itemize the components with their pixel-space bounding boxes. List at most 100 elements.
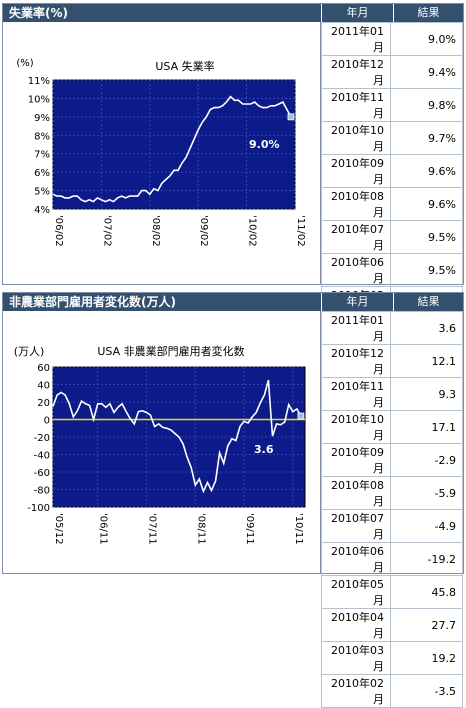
payrolls-panel: 非農業部門雇用者変化数(万人) 年月 結果 USA 非農業部門雇用者変化数 (万人… [2,292,464,708]
table-row: 2010年11月 9.8% [321,88,463,122]
table-row: 2010年03月 19.2 [321,641,463,675]
x-tick-label: '06/11 [98,513,109,545]
month-cell: 2010年07月 [321,509,391,543]
table-row: 2010年10月 9.7% [321,121,463,155]
month-cell: 2010年07月 [321,220,391,254]
x-tick-label: '08/02 [150,215,161,247]
column-header-result: 結果 [393,293,463,311]
y-tick-label: -60 [34,468,50,479]
y-tick-label: 6% [34,168,50,179]
y-tick-label: 9% [34,113,50,124]
month-cell: 2010年12月 [321,55,391,89]
table-row: 2010年07月 9.5% [321,220,463,254]
value-cell: -2.9 [390,443,463,477]
last-value-label: 3.6 [254,443,274,456]
table-row: 2010年12月 9.4% [321,55,463,89]
month-cell: 2010年05月 [321,575,391,609]
value-cell: -4.9 [390,509,463,543]
value-cell: -3.5 [390,674,463,708]
chart-area: USA 非農業部門雇用者変化数 (万人) -100 -80 -60 -40 -20 0 20 40… [3,311,321,573]
x-tick-label: '09/02 [198,215,209,247]
month-cell: 2010年11月 [321,377,391,411]
y-tick-label: 7% [34,150,50,161]
table-row: 2010年06月 9.5% [321,253,463,287]
table-row: 2010年09月 9.6% [321,154,463,188]
column-header-result: 結果 [393,4,463,22]
table-row: 2010年05月 45.8 [321,575,463,609]
table-row: 2010年07月 -4.9 [321,509,463,543]
month-cell: 2010年03月 [321,641,391,675]
chart-area: USA 失業率 (%) 4% 5% 6% 7% 8% 9% 10% 11% '06/02 '07/02… [3,22,321,284]
series-line [52,379,302,494]
last-value-marker [297,412,305,420]
x-tick-label: '10/11 [293,513,304,545]
month-cell: 2010年09月 [321,154,391,188]
month-cell: 2010年11月 [321,88,391,122]
y-tick-label: 8% [34,131,50,142]
payrolls-table: 2011年01月 3.6 2010年12月 12.1 2010年11月 9.3 2010年1… [321,311,463,708]
y-tick-label: 11% [28,76,50,87]
table-row: 2010年08月 -5.9 [321,476,463,510]
y-tick-label: 4% [34,205,50,216]
payrolls-chart: USA 非農業部門雇用者変化数 (万人) -100 -80 -60 -40 -20 0 20 40… [14,344,306,545]
y-axis-label: (%) [16,58,33,69]
month-cell: 2010年10月 [321,410,391,444]
table-row: 2010年02月 -3.5 [321,674,463,708]
unemployment-panel: 失業率(%) 年月 結果 USA 失業率 (%) 4% 5% 6% 7% 8% 9% 10% 11… [2,3,464,419]
x-tick-label: '11/02 [295,215,306,247]
x-tick-label: '06/02 [53,215,64,247]
table-row: 2010年06月 -19.2 [321,542,463,576]
table-row: 2010年10月 17.1 [321,410,463,444]
value-cell: 9.5% [390,220,463,254]
chart-title: USA 非農業部門雇用者変化数 [97,344,244,358]
value-cell: -19.2 [390,542,463,576]
y-tick-label: -80 [34,486,50,497]
x-tick-label: '07/11 [146,513,157,545]
value-cell: 9.5% [390,253,463,287]
table-row: 2010年11月 9.3 [321,377,463,411]
month-cell: 2010年09月 [321,443,391,477]
y-tick-label: -100 [27,503,50,514]
table-row: 2011年01月 3.6 [321,311,463,345]
x-tick-label: '07/02 [101,215,112,247]
y-tick-label: -20 [34,433,50,444]
y-tick-label: 20 [37,398,50,409]
chart-title: USA 失業率 [155,59,214,73]
month-cell: 2011年01月 [321,22,391,56]
value-cell: 19.2 [390,641,463,675]
table-row: 2010年09月 -2.9 [321,443,463,477]
month-cell: 2011年01月 [321,311,391,345]
month-cell: 2010年06月 [321,542,391,576]
panel-title: 失業率(%) [3,4,321,22]
y-tick-label: 10% [28,94,50,105]
x-tick-label: '08/11 [195,513,206,545]
month-cell: 2010年08月 [321,187,391,221]
last-value-marker [287,113,295,121]
y-tick-label: 0 [44,416,50,427]
month-cell: 2010年06月 [321,253,391,287]
table-row: 2010年04月 27.7 [321,608,463,642]
value-cell: 9.4% [390,55,463,89]
month-cell: 2010年10月 [321,121,391,155]
value-cell: 12.1 [390,344,463,378]
value-cell: 9.3 [390,377,463,411]
table-row: 2011年01月 9.0% [321,22,463,56]
x-tick-label: '10/02 [247,215,258,247]
month-cell: 2010年12月 [321,344,391,378]
value-cell: 3.6 [390,311,463,345]
table-row: 2010年12月 12.1 [321,344,463,378]
y-tick-label: 40 [37,381,50,392]
value-cell: 9.8% [390,88,463,122]
panel-title: 非農業部門雇用者変化数(万人) [3,293,321,311]
value-cell: 9.7% [390,121,463,155]
y-axis-label: (万人) [14,345,45,358]
y-tick-label: -40 [34,451,50,462]
x-tick-label: '09/11 [244,513,255,545]
table-row: 2010年08月 9.6% [321,187,463,221]
month-cell: 2010年08月 [321,476,391,510]
value-cell: 9.6% [390,187,463,221]
column-header-month: 年月 [321,293,393,311]
y-tick-label: 60 [37,363,50,374]
value-cell: 27.7 [390,608,463,642]
value-cell: 9.6% [390,154,463,188]
